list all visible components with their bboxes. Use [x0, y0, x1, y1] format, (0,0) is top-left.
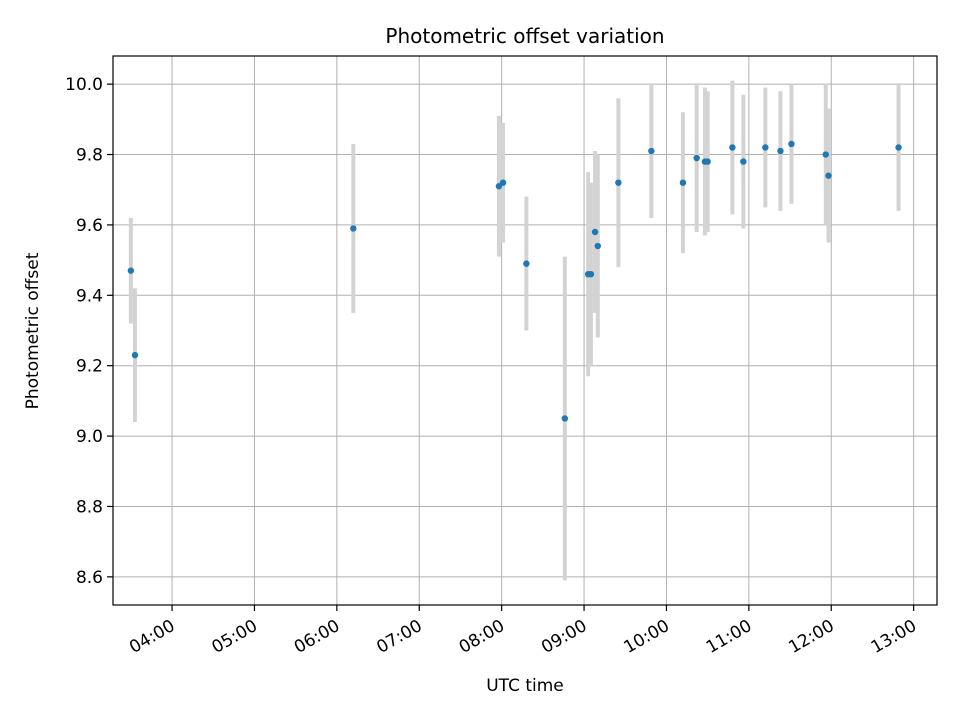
data-point: [648, 147, 655, 155]
y-tick-label: 9.0: [76, 427, 103, 447]
y-tick-label: 8.6: [76, 568, 103, 588]
data-point: [523, 260, 530, 267]
data-point: [594, 242, 601, 250]
chart-title: Photometric offset variation: [385, 24, 664, 48]
data-point: [591, 228, 599, 236]
data-point: [704, 158, 711, 165]
data-point: [615, 179, 622, 186]
data-point: [587, 270, 595, 278]
data-point: [561, 415, 569, 422]
data-point: [729, 144, 736, 151]
y-tick-label: 9.4: [76, 286, 103, 306]
x-axis-title: UTC time: [486, 676, 564, 696]
plot-frame: [112, 55, 938, 606]
data-point: [693, 154, 700, 162]
data-point: [131, 351, 139, 359]
data-point: [822, 151, 829, 158]
data-point: [777, 147, 784, 155]
data-point: [350, 225, 357, 232]
y-tick-label: 9.8: [76, 146, 103, 166]
data-point: [740, 158, 747, 165]
y-tick-label: 8.8: [76, 497, 103, 517]
data-point: [127, 267, 135, 274]
grid: [113, 56, 937, 605]
data-point: [762, 144, 769, 151]
y-tick-label: 9.6: [76, 216, 103, 236]
data-point: [895, 144, 902, 151]
y-axis: 8.6 8.8 9.0 9.2 9.4 9.6 9.8 10.0: [65, 75, 113, 588]
data-point: [825, 172, 832, 179]
data-point: [499, 179, 507, 186]
y-tick-label: 10.0: [65, 75, 103, 95]
data-point: [679, 179, 687, 186]
data-point: [788, 140, 795, 148]
y-tick-label: 9.2: [76, 357, 103, 377]
data-points: [127, 140, 902, 422]
y-axis-title: Photometric offset: [23, 252, 43, 409]
